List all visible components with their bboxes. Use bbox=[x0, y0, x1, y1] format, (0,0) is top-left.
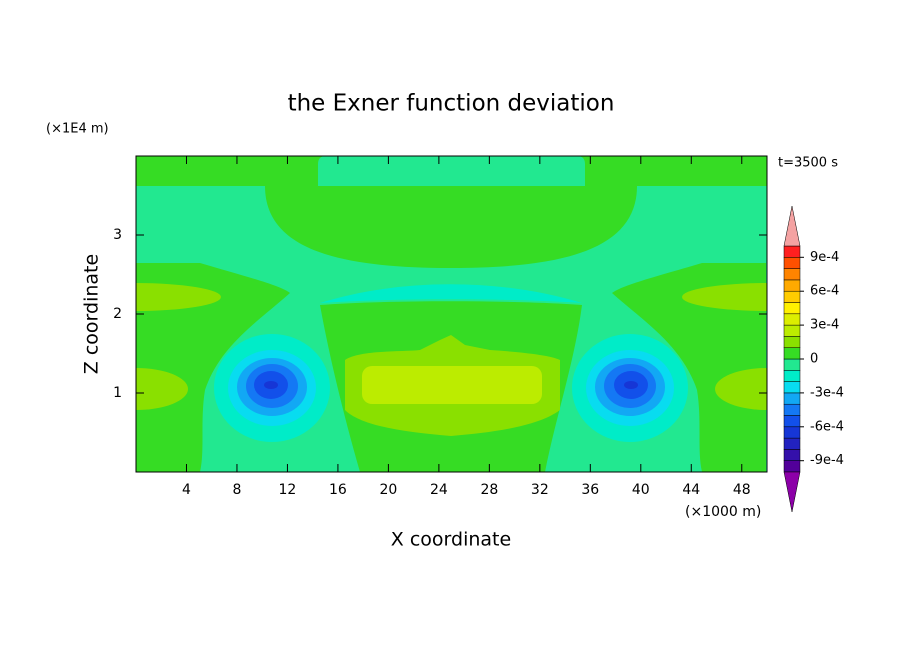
chart-title: the Exner function deviation bbox=[288, 91, 615, 117]
colorbar-segment bbox=[783, 336, 801, 348]
x-axis-title: X coordinate bbox=[391, 529, 511, 551]
colorbar-tick-label: -3e-4 bbox=[810, 385, 844, 400]
x-tick-label: 36 bbox=[581, 482, 599, 498]
y-tick-label: 3 bbox=[113, 227, 122, 243]
y-tick-label: 2 bbox=[113, 306, 122, 322]
colorbar-tick-label: -6e-4 bbox=[810, 419, 844, 434]
x-tick-label: 4 bbox=[182, 482, 191, 498]
vortex bbox=[214, 334, 330, 442]
x-tick-label: 24 bbox=[430, 482, 448, 498]
colorbar-tick-label: -9e-4 bbox=[810, 453, 844, 468]
colorbar-segment bbox=[783, 313, 801, 326]
contour-region bbox=[362, 366, 542, 404]
colorbar-extend-high bbox=[783, 205, 801, 247]
contour-region bbox=[264, 381, 278, 389]
x-tick-label: 16 bbox=[329, 482, 347, 498]
colorbar-segment bbox=[783, 381, 801, 394]
x-tick-label: 8 bbox=[232, 482, 241, 498]
colorbar-segment bbox=[783, 403, 801, 416]
colorbar-tick-label: 9e-4 bbox=[810, 250, 839, 265]
x-tick-label: 28 bbox=[480, 482, 498, 498]
colorbar-segment bbox=[783, 324, 801, 337]
colorbar-segment bbox=[783, 449, 801, 461]
contour-region bbox=[612, 263, 766, 472]
colorbar-segment bbox=[783, 302, 801, 315]
colorbar-segment bbox=[783, 257, 801, 269]
colorbar-segment bbox=[783, 392, 801, 405]
colorbar-tick-label: 0 bbox=[810, 352, 818, 367]
x-tick-label: 40 bbox=[632, 482, 650, 498]
colorbar-segment bbox=[783, 370, 801, 382]
contour-region bbox=[136, 283, 221, 311]
time-label: t=3500 s bbox=[778, 156, 838, 171]
contour-region bbox=[682, 283, 767, 311]
x-tick-label: 48 bbox=[733, 482, 751, 498]
colorbar-segment bbox=[783, 358, 801, 371]
contour-region bbox=[320, 284, 582, 303]
colorbar-segment bbox=[783, 279, 801, 292]
y-axis-title: Z coordinate bbox=[81, 254, 103, 374]
contour-region bbox=[715, 368, 767, 410]
y-tick-label: 1 bbox=[113, 385, 122, 401]
contour-region bbox=[265, 186, 637, 268]
colorbar-tick-label: 3e-4 bbox=[810, 318, 839, 333]
colorbar-segment bbox=[783, 437, 801, 450]
y-unit-label: (×1E4 m) bbox=[46, 122, 109, 137]
contour-region bbox=[136, 368, 188, 410]
x-tick-label: 32 bbox=[531, 482, 549, 498]
colorbar-tick-label: 6e-4 bbox=[810, 284, 839, 299]
x-unit-label: (×1000 m) bbox=[685, 504, 761, 520]
colorbar-segment bbox=[783, 426, 801, 439]
x-tick-label: 44 bbox=[682, 482, 700, 498]
colorbar-segment bbox=[783, 415, 801, 428]
vortex bbox=[572, 334, 688, 442]
contour-field bbox=[136, 156, 767, 472]
colorbar-segment bbox=[783, 290, 801, 303]
colorbar-extend-low bbox=[783, 471, 801, 513]
contour-region bbox=[624, 381, 638, 389]
colorbar-segment bbox=[783, 268, 801, 281]
colorbar-segment bbox=[783, 347, 801, 360]
x-tick-label: 12 bbox=[279, 482, 297, 498]
colorbar-segment bbox=[783, 460, 801, 473]
colorbar-segment bbox=[783, 245, 801, 258]
x-tick-label: 20 bbox=[379, 482, 397, 498]
contour-region bbox=[136, 263, 290, 472]
